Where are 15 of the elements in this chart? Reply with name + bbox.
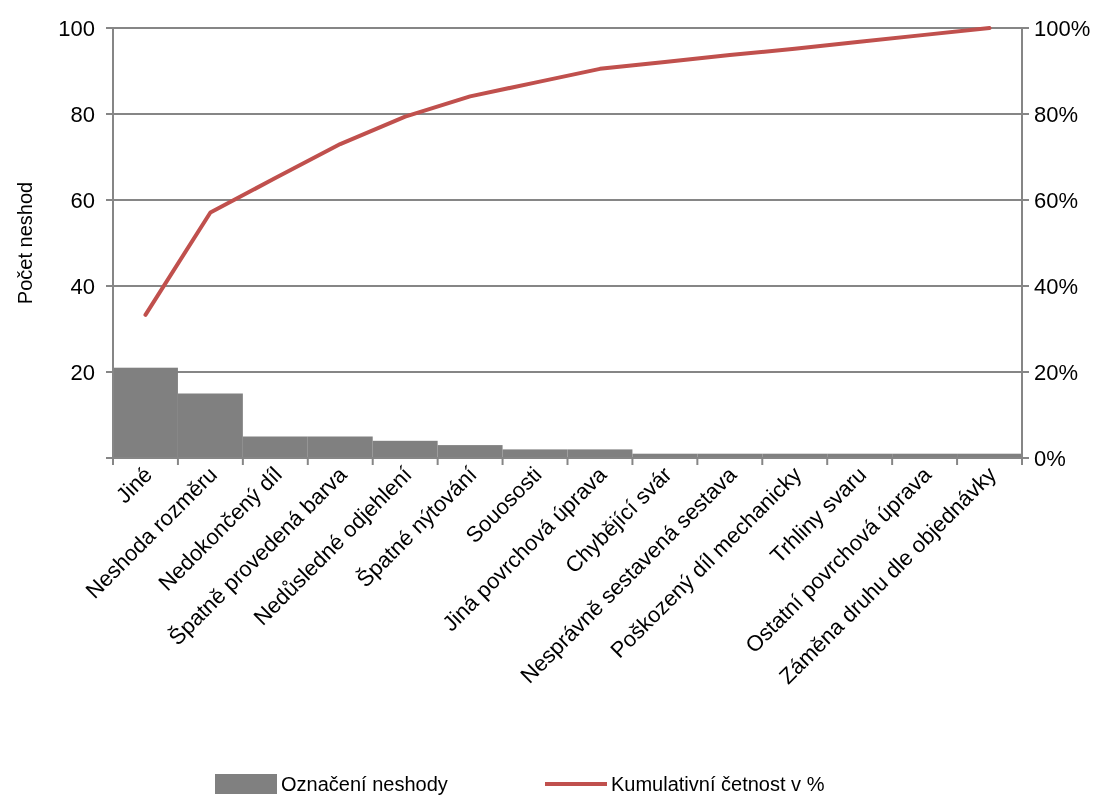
y-tick-label: 20	[70, 359, 95, 385]
x-tick-label: Jiné	[110, 461, 157, 509]
y-tick-label: 80	[70, 101, 95, 127]
legend-label: Kumulativní četnost v %	[611, 773, 825, 795]
y2-tick-label: 80%	[1034, 101, 1079, 127]
y2-tick-label: 0%	[1034, 445, 1066, 471]
y2-tick-label: 100%	[1034, 15, 1091, 41]
y2-tick-label: 40%	[1034, 273, 1079, 299]
y2-tick-label: 60%	[1034, 187, 1079, 213]
y2-tick-label: 20%	[1034, 359, 1079, 385]
y-tick-label: 60	[70, 187, 95, 213]
y-axis-title: Počet neshod	[14, 181, 36, 305]
legend-label: Označení neshody	[281, 773, 448, 795]
y-tick-label: 40	[70, 273, 95, 299]
y-tick-label: 100	[58, 15, 95, 41]
